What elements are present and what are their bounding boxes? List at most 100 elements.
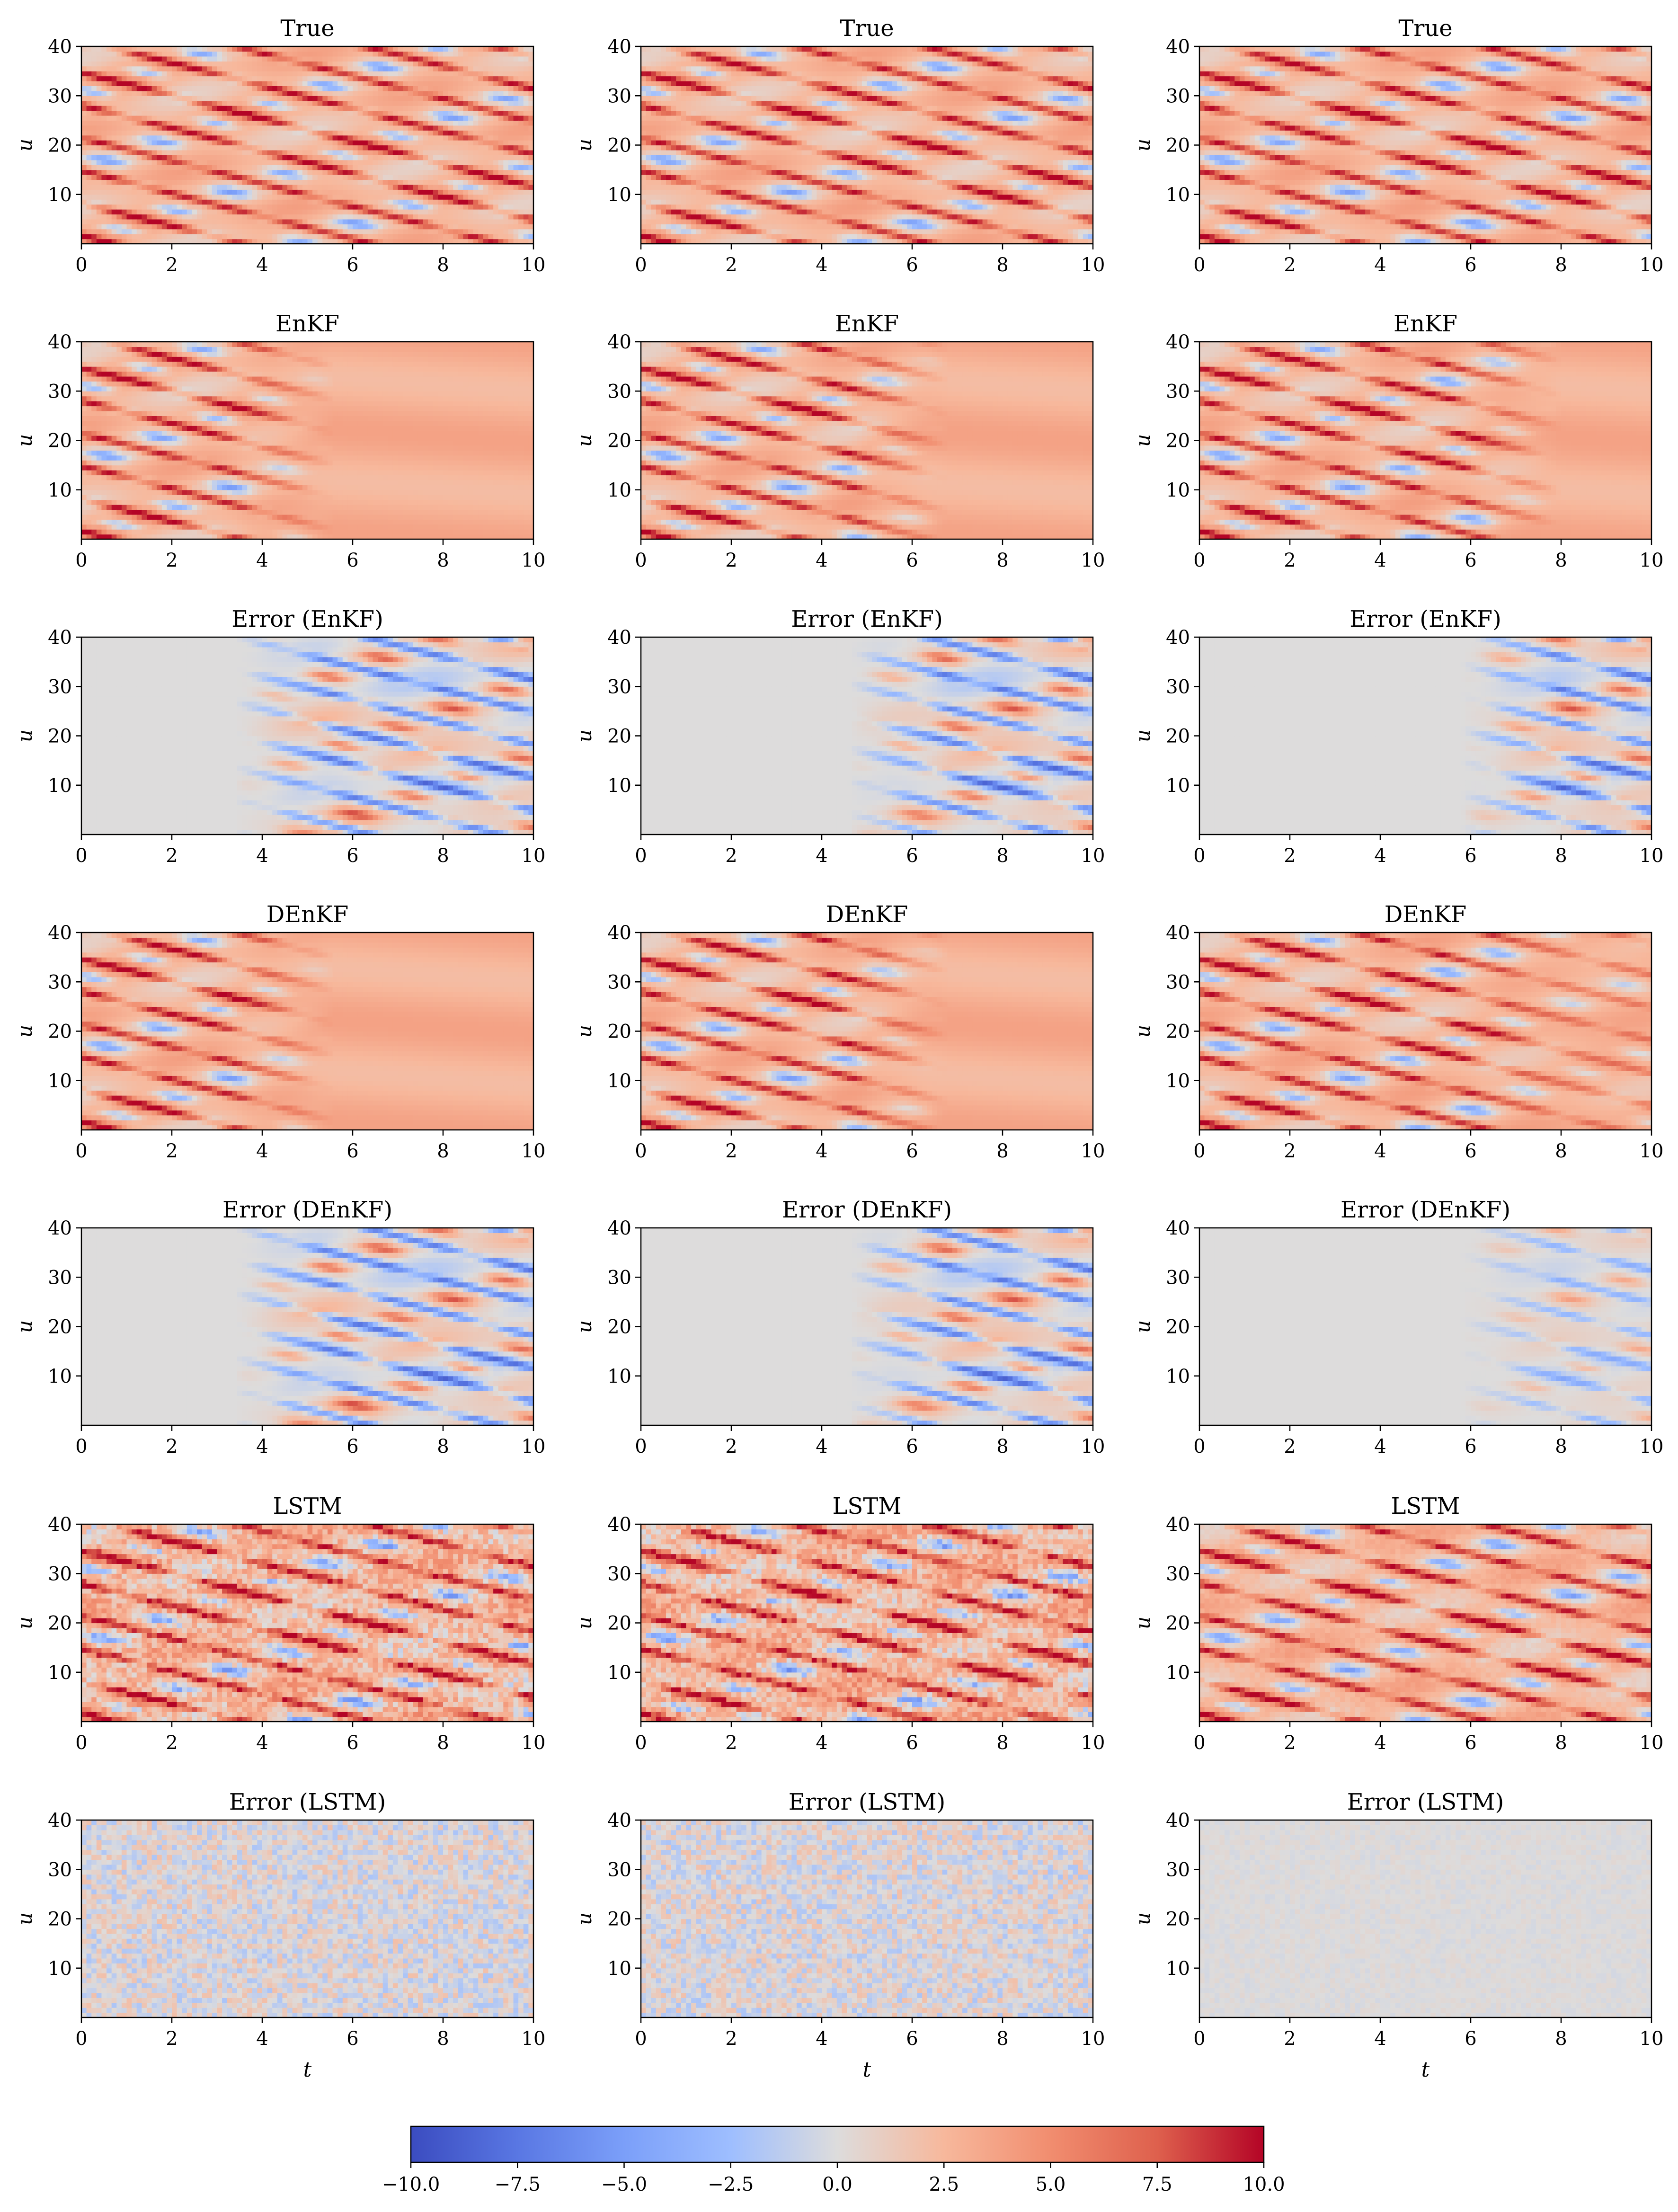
heatmap-cell [97, 106, 102, 111]
heatmap-cell [217, 234, 222, 239]
heatmap-cell [81, 165, 87, 170]
heatmap-cells [81, 46, 534, 244]
heatmap-cell [272, 76, 277, 81]
heatmap-cell [227, 165, 232, 170]
heatmap-cell [177, 111, 182, 116]
heatmap-cell [192, 61, 197, 66]
heatmap-cell [101, 140, 107, 145]
heatmap-cell [197, 120, 202, 125]
heatmap-cell [162, 234, 167, 239]
heatmap-cell [107, 66, 112, 71]
heatmap-cell [101, 76, 107, 81]
heatmap-cell [232, 195, 237, 200]
heatmap-cell [107, 56, 112, 62]
heatmap-cell [112, 115, 117, 121]
heatmap-cell [217, 175, 222, 180]
heatmap-cell [97, 140, 102, 145]
heatmap-cell [247, 111, 252, 116]
heatmap-cell [81, 185, 87, 190]
heatmap-cell [97, 96, 102, 101]
heatmap-cell [187, 125, 192, 131]
heatmap-cell [122, 175, 127, 180]
heatmap-cell [272, 66, 277, 71]
heatmap-cell [267, 209, 273, 214]
heatmap-cell [277, 61, 283, 66]
heatmap-cell [172, 51, 177, 56]
heatmap-cell [272, 56, 277, 62]
heatmap-cell [97, 155, 102, 160]
heatmap-cell [122, 61, 127, 66]
heatmap-cell [202, 135, 207, 141]
heatmap-cell [187, 209, 192, 214]
heatmap-cell [242, 111, 248, 116]
heatmap-cell [147, 111, 152, 116]
heatmap-cell [112, 111, 117, 116]
heatmap-cell [267, 51, 273, 56]
heatmap-cell [142, 111, 147, 116]
heatmap-cell [157, 234, 162, 239]
heatmap-cell [207, 150, 212, 155]
heatmap-cell [282, 219, 287, 224]
heatmap-cell [97, 125, 102, 131]
heatmap-cell [122, 189, 127, 195]
heatmap-cell [227, 91, 232, 96]
heatmap-cell [101, 229, 107, 234]
heatmap-cell [137, 204, 142, 210]
heatmap-cell [217, 76, 222, 81]
heatmap-cell [247, 56, 252, 62]
heatmap-cell [122, 185, 127, 190]
heatmap-cell [127, 86, 132, 91]
heatmap-cell [202, 76, 207, 81]
heatmap-cell [227, 115, 232, 121]
heatmap-cell [107, 145, 112, 151]
heatmap-cell [152, 229, 157, 234]
heatmap-cell [197, 86, 202, 91]
heatmap-cell [157, 106, 162, 111]
heatmap-cell [172, 135, 177, 141]
heatmap-cell [162, 76, 167, 81]
heatmap-cell [232, 101, 237, 106]
heatmap-cell [272, 125, 277, 131]
heatmap-cell [152, 204, 157, 210]
heatmap-cell [232, 150, 237, 155]
heatmap-cell [137, 111, 142, 116]
heatmap-cell [177, 86, 182, 91]
heatmap-cell [112, 185, 117, 190]
heatmap-cell [187, 195, 192, 200]
heatmap-cell [242, 214, 248, 219]
heatmap-cell [147, 86, 152, 91]
heatmap-cell [101, 101, 107, 106]
heatmap-cell [242, 224, 248, 229]
heatmap-cell [217, 199, 222, 204]
heatmap-cell [112, 46, 117, 52]
heatmap-cell [252, 86, 257, 91]
heatmap-cell [187, 66, 192, 71]
heatmap-cell [167, 106, 172, 111]
heatmap-cell [282, 120, 287, 125]
heatmap-cell [177, 219, 182, 224]
heatmap-cell [152, 170, 157, 175]
heatmap-cell [267, 189, 273, 195]
heatmap-cell [122, 155, 127, 160]
heatmap-cell [257, 204, 262, 210]
heatmap-cell [147, 185, 152, 190]
heatmap-cell [277, 101, 283, 106]
heatmap-cell [232, 209, 237, 214]
heatmap-cell [267, 175, 273, 180]
heatmap-cell [207, 204, 212, 210]
heatmap-cell [222, 51, 227, 56]
heatmap-cell [112, 61, 117, 66]
heatmap-cell [287, 160, 293, 165]
heatmap-cell [157, 46, 162, 52]
heatmap-cell [127, 165, 132, 170]
heatmap-cell [237, 111, 242, 116]
heatmap-cell [237, 145, 242, 151]
heatmap-cell [267, 46, 273, 52]
heatmap-cell [227, 219, 232, 224]
heatmap-cell [152, 96, 157, 101]
heatmap-cell [262, 224, 267, 229]
heatmap-cell [107, 209, 112, 214]
heatmap-cell [122, 165, 127, 170]
heatmap-cell [267, 204, 273, 210]
heatmap-cell [262, 76, 267, 81]
